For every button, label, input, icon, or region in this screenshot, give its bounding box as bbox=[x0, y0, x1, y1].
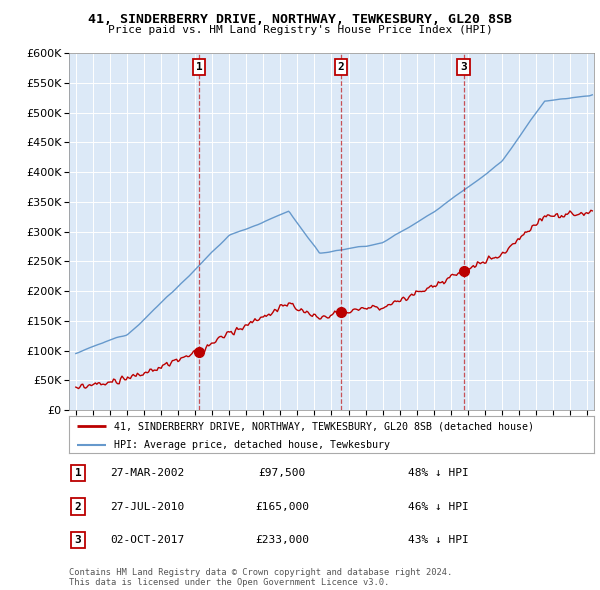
Text: 41, SINDERBERRY DRIVE, NORTHWAY, TEWKESBURY, GL20 8SB: 41, SINDERBERRY DRIVE, NORTHWAY, TEWKESB… bbox=[88, 13, 512, 26]
Text: 3: 3 bbox=[460, 62, 467, 72]
Text: 27-MAR-2002: 27-MAR-2002 bbox=[110, 468, 184, 478]
Text: £233,000: £233,000 bbox=[255, 535, 309, 545]
Text: 43% ↓ HPI: 43% ↓ HPI bbox=[407, 535, 469, 545]
Text: 27-JUL-2010: 27-JUL-2010 bbox=[110, 502, 184, 512]
Text: HPI: Average price, detached house, Tewkesbury: HPI: Average price, detached house, Tewk… bbox=[113, 440, 389, 450]
Text: 46% ↓ HPI: 46% ↓ HPI bbox=[407, 502, 469, 512]
Text: 1: 1 bbox=[196, 62, 202, 72]
Text: £97,500: £97,500 bbox=[259, 468, 305, 478]
Text: Price paid vs. HM Land Registry's House Price Index (HPI): Price paid vs. HM Land Registry's House … bbox=[107, 25, 493, 35]
Text: 2: 2 bbox=[74, 502, 82, 512]
Text: Contains HM Land Registry data © Crown copyright and database right 2024.
This d: Contains HM Land Registry data © Crown c… bbox=[69, 568, 452, 587]
Text: 48% ↓ HPI: 48% ↓ HPI bbox=[407, 468, 469, 478]
Text: 1: 1 bbox=[74, 468, 82, 478]
Text: 3: 3 bbox=[74, 535, 82, 545]
Text: 2: 2 bbox=[338, 62, 344, 72]
Text: 02-OCT-2017: 02-OCT-2017 bbox=[110, 535, 184, 545]
Text: 41, SINDERBERRY DRIVE, NORTHWAY, TEWKESBURY, GL20 8SB (detached house): 41, SINDERBERRY DRIVE, NORTHWAY, TEWKESB… bbox=[113, 421, 533, 431]
Text: £165,000: £165,000 bbox=[255, 502, 309, 512]
